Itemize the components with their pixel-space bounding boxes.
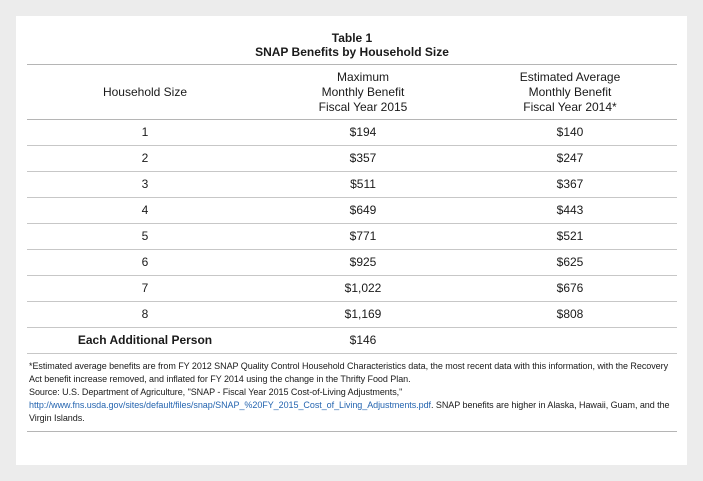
snap-benefits-table: Household Size Maximum Monthly Benefit F… [27,65,677,354]
cell-maximum-benefit: $357 [263,145,463,172]
cell-average-benefit [463,327,677,354]
cell-household-size: 8 [27,301,263,328]
table-row: 7 $1,022 $676 [27,275,677,302]
cell-average-benefit: $625 [463,249,677,276]
cell-average-benefit: $808 [463,301,677,328]
table-row: 4 $649 $443 [27,197,677,224]
source-note: Source: U.S. Department of Agriculture, … [29,386,673,425]
cell-maximum-benefit: $1,022 [263,275,463,302]
header-household-size: Household Size [27,65,263,120]
cell-household-size: Each Additional Person [27,327,263,354]
cell-household-size: 7 [27,275,263,302]
footnote-text: *Estimated average benefits are from FY … [29,361,669,384]
header-row: Household Size Maximum Monthly Benefit F… [27,65,677,120]
table-row: 3 $511 $367 [27,171,677,198]
header-maximum-benefit: Maximum Monthly Benefit Fiscal Year 2015 [263,65,463,120]
content-panel: Table 1 SNAP Benefits by Household Size … [16,16,687,465]
table-number: Table 1 [331,31,373,45]
table-row: 1 $194 $140 [27,119,677,146]
cell-household-size: 6 [27,249,263,276]
source-link[interactable]: http://www.fns.usda.gov/sites/default/fi… [29,400,431,410]
cell-average-benefit: $247 [463,145,677,172]
table-row: 8 $1,169 $808 [27,301,677,328]
table-caption: Table 1 SNAP Benefits by Household Size [27,27,677,65]
table-title: SNAP Benefits by Household Size [255,45,449,59]
cell-average-benefit: $676 [463,275,677,302]
snap-table-figure: Table 1 SNAP Benefits by Household Size … [27,27,677,432]
table-row-additional-person: Each Additional Person $146 [27,327,677,354]
cell-average-benefit: $140 [463,119,677,146]
cell-average-benefit: $443 [463,197,677,224]
cell-household-size: 1 [27,119,263,146]
table-row: 6 $925 $625 [27,249,677,276]
cell-maximum-benefit: $649 [263,197,463,224]
source-prefix: Source: U.S. Department of Agriculture, … [29,387,403,397]
table-notes: *Estimated average benefits are from FY … [27,354,677,432]
cell-household-size: 2 [27,145,263,172]
source-suffix: . SNAP benefits are higher in Alaska, Ha… [29,400,670,423]
cell-household-size: 4 [27,197,263,224]
cell-maximum-benefit: $146 [263,327,463,354]
cell-maximum-benefit: $1,169 [263,301,463,328]
cell-maximum-benefit: $511 [263,171,463,198]
cell-household-size: 5 [27,223,263,250]
table-row: 2 $357 $247 [27,145,677,172]
cell-maximum-benefit: $925 [263,249,463,276]
cell-average-benefit: $521 [463,223,677,250]
cell-maximum-benefit: $771 [263,223,463,250]
table-row: 5 $771 $521 [27,223,677,250]
cell-household-size: 3 [27,171,263,198]
header-average-benefit: Estimated Average Monthly Benefit Fiscal… [463,65,677,120]
cell-average-benefit: $367 [463,171,677,198]
cell-maximum-benefit: $194 [263,119,463,146]
